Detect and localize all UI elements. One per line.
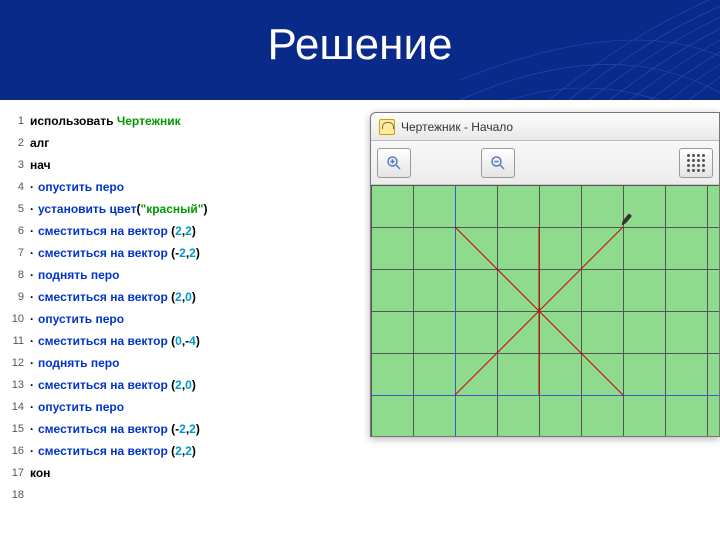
- drawn-lines: [371, 185, 720, 437]
- code-line: ·поднять перо: [30, 352, 370, 374]
- slide-header: Решение: [0, 0, 720, 100]
- window-titlebar[interactable]: Чертежник - Начало: [371, 113, 719, 141]
- drawing-window: Чертежник - Начало: [370, 112, 720, 437]
- grid-icon: [687, 154, 705, 172]
- code-line: [30, 484, 370, 506]
- code-line: ·сместиться на вектор (2,0): [30, 374, 370, 396]
- grid-button[interactable]: [679, 148, 713, 178]
- code-line: алг: [30, 132, 370, 154]
- window-title: Чертежник - Начало: [401, 120, 513, 134]
- drawing-canvas[interactable]: [371, 185, 720, 437]
- code-line: ·опустить перо: [30, 308, 370, 330]
- zoom-in-button[interactable]: [377, 148, 411, 178]
- code-line: использовать Чертежник: [30, 110, 370, 132]
- code-line: кон: [30, 462, 370, 484]
- code-line: ·опустить перо: [30, 396, 370, 418]
- code-block: 123456789101112131415161718 использовать…: [0, 110, 370, 506]
- code-line: ·сместиться на вектор (-2,2): [30, 242, 370, 264]
- code-line: ·сместиться на вектор (-2,2): [30, 418, 370, 440]
- body: 123456789101112131415161718 использовать…: [0, 100, 720, 540]
- code-line: ·сместиться на вектор (0,-4): [30, 330, 370, 352]
- zoom-out-button[interactable]: [481, 148, 515, 178]
- code-line: ·установить цвет("красный"): [30, 198, 370, 220]
- code-line: ·поднять перо: [30, 264, 370, 286]
- mesh-decor: [460, 0, 720, 100]
- code-line: ·сместиться на вектор (2,0): [30, 286, 370, 308]
- code-lines: использовать Чертежникалгнач·опустить пе…: [30, 110, 370, 506]
- zoom-in-icon: [385, 154, 403, 172]
- code-line: ·сместиться на вектор (2,2): [30, 440, 370, 462]
- code-line: ·сместиться на вектор (2,2): [30, 220, 370, 242]
- toolbar: [371, 141, 719, 185]
- line-numbers: 123456789101112131415161718: [0, 110, 30, 506]
- zoom-out-icon: [489, 154, 507, 172]
- app-icon: [379, 119, 395, 135]
- code-line: ·опустить перо: [30, 176, 370, 198]
- code-line: нач: [30, 154, 370, 176]
